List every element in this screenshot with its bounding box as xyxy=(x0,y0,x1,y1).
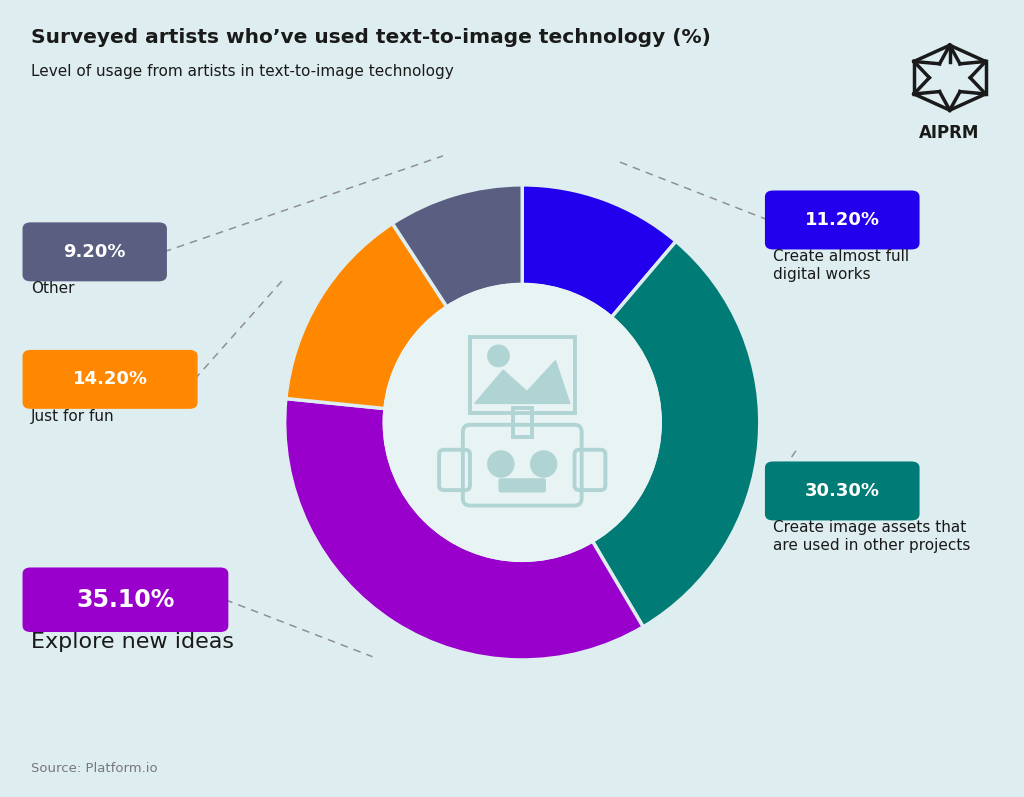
Circle shape xyxy=(383,284,662,561)
Text: Just for fun: Just for fun xyxy=(31,409,115,424)
Polygon shape xyxy=(475,360,569,403)
Wedge shape xyxy=(286,223,446,409)
Text: Source: Platform.io: Source: Platform.io xyxy=(31,762,158,775)
Text: Create almost full
digital works: Create almost full digital works xyxy=(773,249,909,282)
Text: 14.20%: 14.20% xyxy=(73,371,147,388)
Text: Other: Other xyxy=(31,281,74,296)
Text: Explore new ideas: Explore new ideas xyxy=(31,632,233,652)
Text: Level of usage from artists in text-to-image technology: Level of usage from artists in text-to-i… xyxy=(31,64,454,79)
FancyBboxPatch shape xyxy=(499,478,546,493)
Wedge shape xyxy=(392,185,522,307)
Text: Surveyed artists who’ve used text-to-image technology (%): Surveyed artists who’ve used text-to-ima… xyxy=(31,28,711,47)
Text: AIPRM: AIPRM xyxy=(920,124,979,142)
Circle shape xyxy=(487,451,514,477)
Circle shape xyxy=(530,451,557,477)
Text: 30.30%: 30.30% xyxy=(805,482,880,500)
Circle shape xyxy=(487,345,509,367)
Text: 11.20%: 11.20% xyxy=(805,211,880,229)
Wedge shape xyxy=(522,185,676,317)
Text: 9.20%: 9.20% xyxy=(63,243,126,261)
Text: Create image assets that
are used in other projects: Create image assets that are used in oth… xyxy=(773,520,971,553)
Wedge shape xyxy=(592,241,760,627)
Wedge shape xyxy=(285,398,643,660)
Text: 35.10%: 35.10% xyxy=(76,587,175,612)
